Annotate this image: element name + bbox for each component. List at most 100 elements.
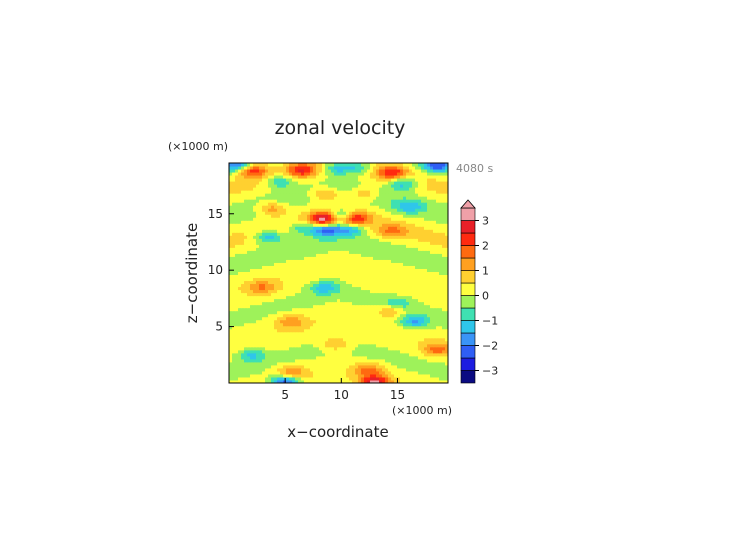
heatmap-cell — [304, 283, 308, 288]
heatmap-cell — [259, 256, 263, 260]
heatmap-cell — [250, 280, 254, 285]
heatmap-cell — [379, 184, 383, 188]
heatmap-cell — [355, 229, 359, 233]
heatmap-cell — [424, 238, 428, 242]
heatmap-cell — [265, 178, 269, 182]
heatmap-cell — [295, 271, 299, 275]
heatmap-cell — [268, 175, 272, 179]
heatmap-cell — [310, 253, 314, 257]
heatmap-cell — [277, 199, 281, 203]
heatmap-cell — [334, 253, 338, 257]
heatmap-cell — [262, 328, 266, 333]
heatmap-cell — [391, 259, 395, 263]
heatmap-cell — [307, 280, 311, 285]
heatmap-cell — [388, 214, 392, 218]
heatmap-cell — [430, 328, 434, 333]
heatmap-cell — [412, 316, 416, 321]
heatmap-cell — [346, 217, 350, 221]
heatmap-cell — [328, 340, 332, 345]
heatmap-cell — [286, 256, 290, 260]
heatmap-cell — [238, 328, 242, 333]
heatmap-cell — [295, 343, 299, 348]
heatmap-cell — [328, 286, 332, 291]
heatmap-cell — [388, 184, 392, 188]
heatmap-cell — [334, 343, 338, 348]
heatmap-cell — [364, 226, 368, 230]
heatmap-cell — [370, 211, 374, 215]
heatmap-cell — [379, 247, 383, 251]
heatmap-cell — [406, 295, 410, 300]
heatmap-cell — [334, 235, 338, 239]
heatmap-cell — [373, 358, 377, 363]
heatmap-cell — [331, 313, 335, 318]
heatmap-cell — [382, 250, 386, 254]
heatmap-cell — [397, 259, 401, 263]
heatmap-cell — [322, 268, 326, 272]
heatmap-cell — [445, 346, 449, 351]
heatmap-cell — [409, 298, 413, 303]
heatmap-cell — [256, 229, 260, 233]
heatmap-cell — [376, 364, 380, 369]
heatmap-cell — [412, 223, 416, 227]
heatmap-cell — [301, 379, 305, 384]
heatmap-cell — [292, 334, 296, 339]
heatmap-cell — [343, 277, 347, 282]
heatmap-cell — [379, 214, 383, 218]
heatmap-cell — [232, 301, 236, 306]
heatmap-cell — [268, 205, 272, 209]
heatmap-cell — [319, 280, 323, 285]
heatmap-cell — [304, 265, 308, 269]
heatmap-cell — [328, 190, 332, 194]
heatmap-cell — [298, 187, 302, 191]
heatmap-cell — [346, 367, 350, 372]
heatmap-cell — [244, 316, 248, 321]
heatmap-cell — [370, 352, 374, 357]
heatmap-cell — [376, 367, 380, 372]
heatmap-cell — [442, 226, 446, 230]
heatmap-cell — [442, 223, 446, 227]
heatmap-cell — [385, 271, 389, 275]
heatmap-cell — [289, 220, 293, 224]
heatmap-cell — [382, 214, 386, 218]
heatmap-cell — [439, 331, 443, 336]
heatmap-cell — [280, 199, 284, 203]
heatmap-cell — [424, 370, 428, 375]
heatmap-cell — [442, 208, 446, 212]
heatmap-cell — [424, 202, 428, 206]
heatmap-cell — [373, 196, 377, 200]
heatmap-cell — [238, 358, 242, 363]
heatmap-cell — [274, 310, 278, 315]
heatmap-cell — [286, 271, 290, 275]
heatmap-cell — [274, 328, 278, 333]
heatmap-cell — [436, 322, 440, 327]
heatmap-cell — [256, 379, 260, 384]
heatmap-cell — [259, 304, 263, 309]
heatmap-cell — [232, 259, 236, 263]
heatmap-cell — [376, 316, 380, 321]
heatmap-cell — [343, 370, 347, 375]
heatmap-cell — [274, 247, 278, 251]
heatmap-cell — [361, 271, 365, 275]
heatmap-cell — [322, 370, 326, 375]
heatmap-cell — [298, 193, 302, 197]
heatmap-cell — [313, 241, 317, 245]
heatmap-cell — [409, 286, 413, 291]
heatmap-cell — [406, 280, 410, 285]
heatmap-cell — [280, 310, 284, 315]
heatmap-cell — [322, 322, 326, 327]
heatmap-cell — [301, 316, 305, 321]
heatmap-cell — [319, 286, 323, 291]
heatmap-cell — [439, 217, 443, 221]
heatmap-cell — [421, 184, 425, 188]
heatmap-cell — [304, 208, 308, 212]
heatmap-cell — [274, 268, 278, 272]
heatmap-cell — [241, 250, 245, 254]
heatmap-cell — [256, 301, 260, 306]
heatmap-cell — [400, 295, 404, 300]
heatmap-cell — [409, 217, 413, 221]
heatmap-cell — [319, 328, 323, 333]
heatmap-cell — [322, 355, 326, 360]
heatmap-cell — [403, 334, 407, 339]
heatmap-cell — [316, 283, 320, 288]
heatmap-cell — [325, 328, 329, 333]
